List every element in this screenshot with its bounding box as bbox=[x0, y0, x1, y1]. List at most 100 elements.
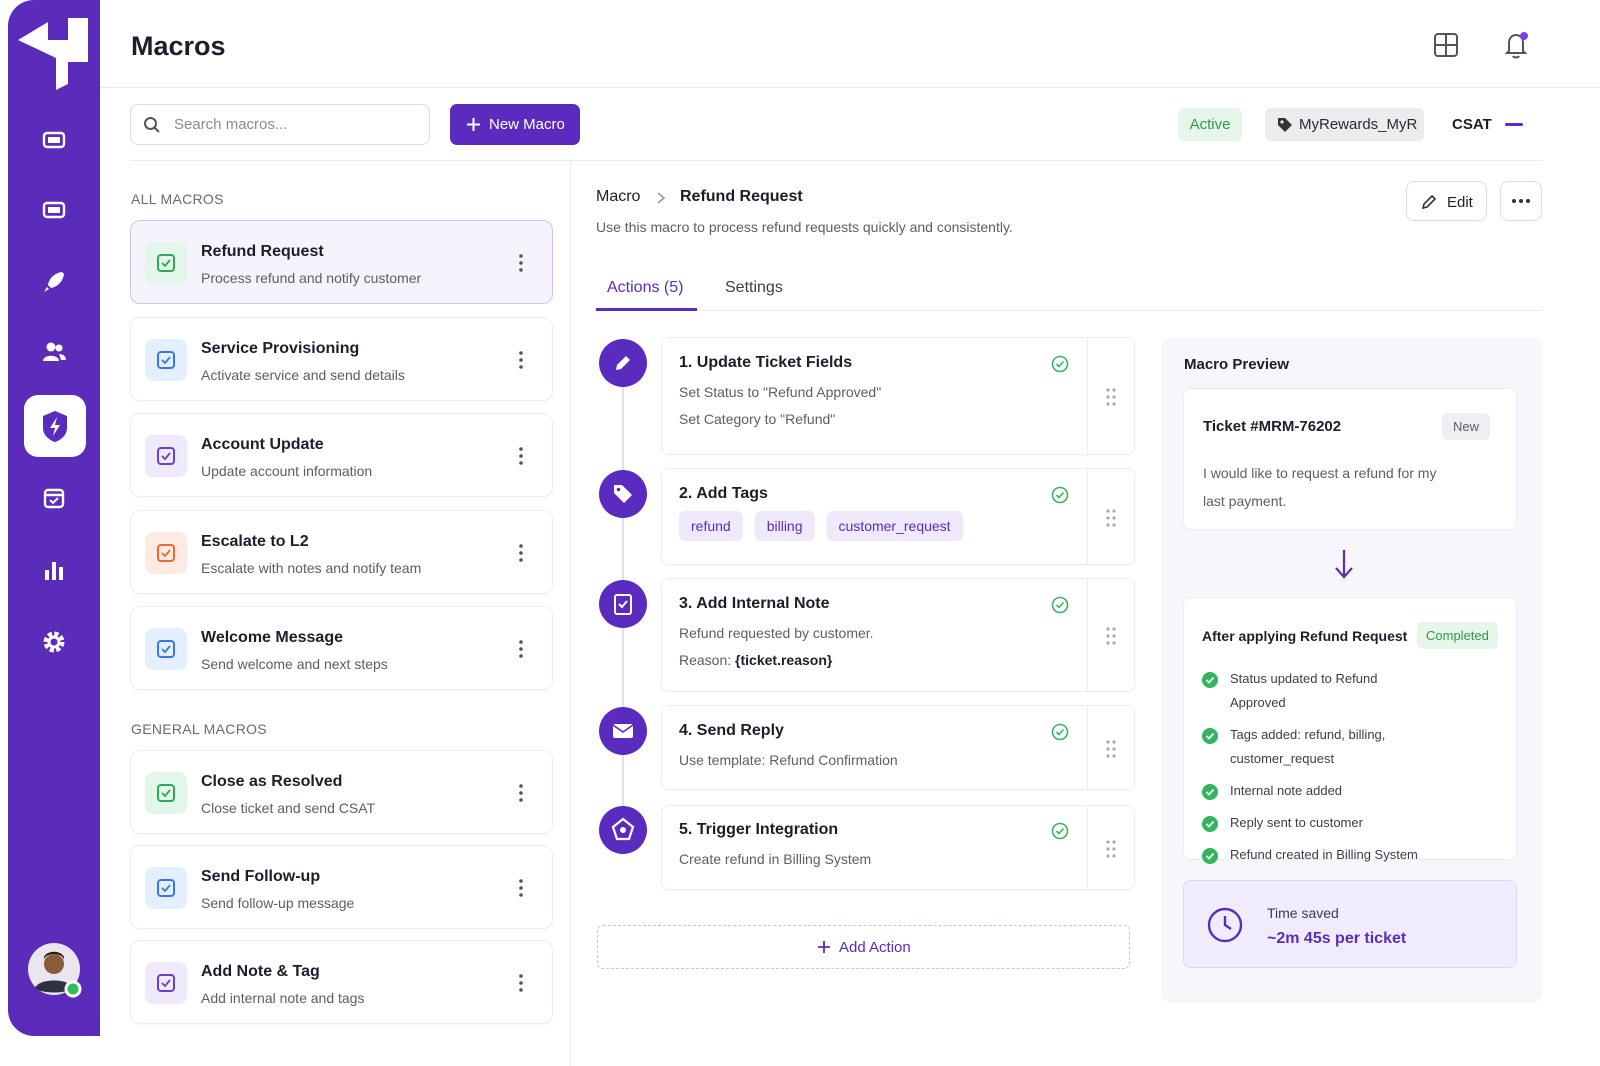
icon-part bbox=[1106, 627, 1116, 645]
macro-name: Welcome Message bbox=[201, 629, 343, 646]
check-icon bbox=[1051, 596, 1069, 614]
more-button[interactable] bbox=[1500, 181, 1542, 221]
icon-part bbox=[519, 261, 523, 265]
result-check bbox=[1202, 848, 1218, 864]
icon-part bbox=[157, 351, 175, 369]
macro-icon bbox=[145, 435, 187, 477]
header-divider bbox=[100, 87, 1600, 88]
macro-name: Escalate to L2 bbox=[201, 533, 309, 550]
action-title: 2. Add Tags bbox=[679, 485, 768, 502]
macro-card[interactable]: Welcome Message Send welcome and next ste… bbox=[130, 606, 553, 690]
sidebar-item[interactable] bbox=[40, 126, 68, 154]
icon-part bbox=[1512, 199, 1530, 203]
icon-part bbox=[48, 207, 60, 213]
icon-part bbox=[1051, 486, 1069, 504]
icon-part bbox=[620, 827, 626, 833]
drag-handle[interactable] bbox=[1105, 626, 1117, 646]
action-card[interactable]: 3. Add Internal Note Refund requested by … bbox=[661, 578, 1135, 692]
tab-active[interactable]: Actions (5) bbox=[607, 279, 684, 296]
icon-part bbox=[1202, 672, 1218, 688]
result-text: Internal note added bbox=[1230, 783, 1343, 798]
icon-part bbox=[519, 791, 523, 795]
kebab-menu[interactable] bbox=[515, 973, 527, 993]
macro-card[interactable]: Add Note & Tag Add internal note and tags bbox=[130, 940, 553, 1024]
icon-part bbox=[43, 355, 59, 361]
icon-part bbox=[519, 879, 523, 883]
macro-card[interactable]: Account Update Update account information bbox=[130, 413, 553, 497]
macro-card[interactable]: Send Follow-up Send follow-up message bbox=[130, 845, 553, 929]
icon-part bbox=[1106, 634, 1110, 638]
kebab-menu[interactable] bbox=[515, 253, 527, 273]
icon-part bbox=[519, 647, 523, 651]
macro-icon bbox=[145, 962, 187, 1004]
bell-icon[interactable] bbox=[1502, 30, 1532, 60]
sidebar-item[interactable] bbox=[40, 484, 68, 512]
icon-part bbox=[1106, 839, 1110, 844]
icon-part bbox=[48, 137, 60, 143]
check-icon bbox=[1051, 822, 1069, 840]
icon-part bbox=[818, 941, 830, 953]
sidebar-item[interactable] bbox=[40, 196, 68, 224]
logo bbox=[18, 18, 90, 92]
kebab-menu[interactable] bbox=[515, 350, 527, 370]
icon-part bbox=[519, 893, 523, 897]
icon-part bbox=[519, 988, 523, 992]
kebab-menu[interactable] bbox=[515, 639, 527, 659]
icon-part bbox=[599, 806, 647, 854]
sidebar-item[interactable] bbox=[40, 556, 68, 584]
icon-part bbox=[519, 351, 523, 369]
search-box[interactable]: Search macros... bbox=[130, 104, 430, 145]
icon-part bbox=[52, 562, 56, 580]
result-item: Tags added: refund, billing, customer_re… bbox=[1202, 726, 1425, 771]
macro-card[interactable]: Escalate to L2 Escalate with notes and no… bbox=[130, 510, 553, 594]
macro-card[interactable]: Close as Resolved Close ticket and send C… bbox=[130, 750, 553, 834]
result-title: After applying Refund Request bbox=[1202, 628, 1408, 644]
add-action-button[interactable]: Add Action bbox=[597, 925, 1130, 969]
icon-part bbox=[1519, 199, 1523, 203]
sidebar-item-active[interactable] bbox=[24, 395, 86, 457]
result-text: Refund created in Billing System bbox=[1230, 847, 1418, 862]
macro-card-selected[interactable]: Refund Request Process refund and notify … bbox=[130, 220, 553, 304]
macro-icon bbox=[145, 532, 187, 574]
kebab-menu[interactable] bbox=[515, 446, 527, 466]
icon-part bbox=[161, 884, 171, 893]
kebab-menu[interactable] bbox=[515, 783, 527, 803]
drag-handle[interactable] bbox=[1105, 739, 1117, 759]
drag-handle[interactable] bbox=[1105, 508, 1117, 528]
icon-part bbox=[1112, 627, 1116, 631]
macro-card[interactable]: Service Provisioning Activate service and… bbox=[130, 317, 553, 401]
tab[interactable]: Settings bbox=[725, 279, 783, 296]
page-title: Macros bbox=[131, 31, 226, 61]
icon-part bbox=[519, 447, 523, 451]
kebab-menu[interactable] bbox=[515, 878, 527, 898]
new-macro-button[interactable]: New Macro bbox=[450, 104, 580, 145]
action-card[interactable]: 4. Send Reply Use template: Refund Confir… bbox=[661, 705, 1135, 790]
drag-handle[interactable] bbox=[1105, 387, 1117, 407]
icon-part bbox=[599, 339, 647, 387]
action-card[interactable]: 1. Update Ticket Fields Set Status to "Re… bbox=[661, 337, 1135, 455]
panel-divider bbox=[570, 161, 571, 1066]
kebab-menu[interactable] bbox=[515, 543, 527, 563]
sidebar-item[interactable] bbox=[40, 338, 68, 366]
status-pill[interactable]: Active bbox=[1178, 108, 1242, 141]
action-card[interactable]: 5. Trigger Integration Create refund in B… bbox=[661, 805, 1135, 890]
icon-part bbox=[1202, 816, 1218, 832]
icon-part bbox=[1051, 596, 1069, 614]
icon-part bbox=[519, 365, 523, 369]
drag-handle[interactable] bbox=[1105, 839, 1117, 859]
tag-pill[interactable]: MyRewards_MyR bbox=[1265, 108, 1424, 141]
icon-part bbox=[1202, 672, 1218, 688]
grid-icon[interactable] bbox=[1433, 32, 1459, 58]
icon-part bbox=[157, 351, 175, 369]
edit-button[interactable]: Edit bbox=[1406, 181, 1487, 221]
avatar[interactable] bbox=[27, 942, 83, 998]
icon-part bbox=[1055, 827, 1065, 835]
icon-part bbox=[1106, 846, 1110, 851]
sidebar-item[interactable] bbox=[40, 628, 68, 656]
action-card[interactable]: 2. Add Tags refund billing customer_request bbox=[661, 468, 1135, 565]
icon-part bbox=[1112, 839, 1116, 844]
sidebar bbox=[8, 0, 100, 1036]
icon-part bbox=[618, 600, 628, 609]
sidebar-item[interactable] bbox=[40, 268, 68, 296]
icon-part bbox=[616, 356, 630, 370]
